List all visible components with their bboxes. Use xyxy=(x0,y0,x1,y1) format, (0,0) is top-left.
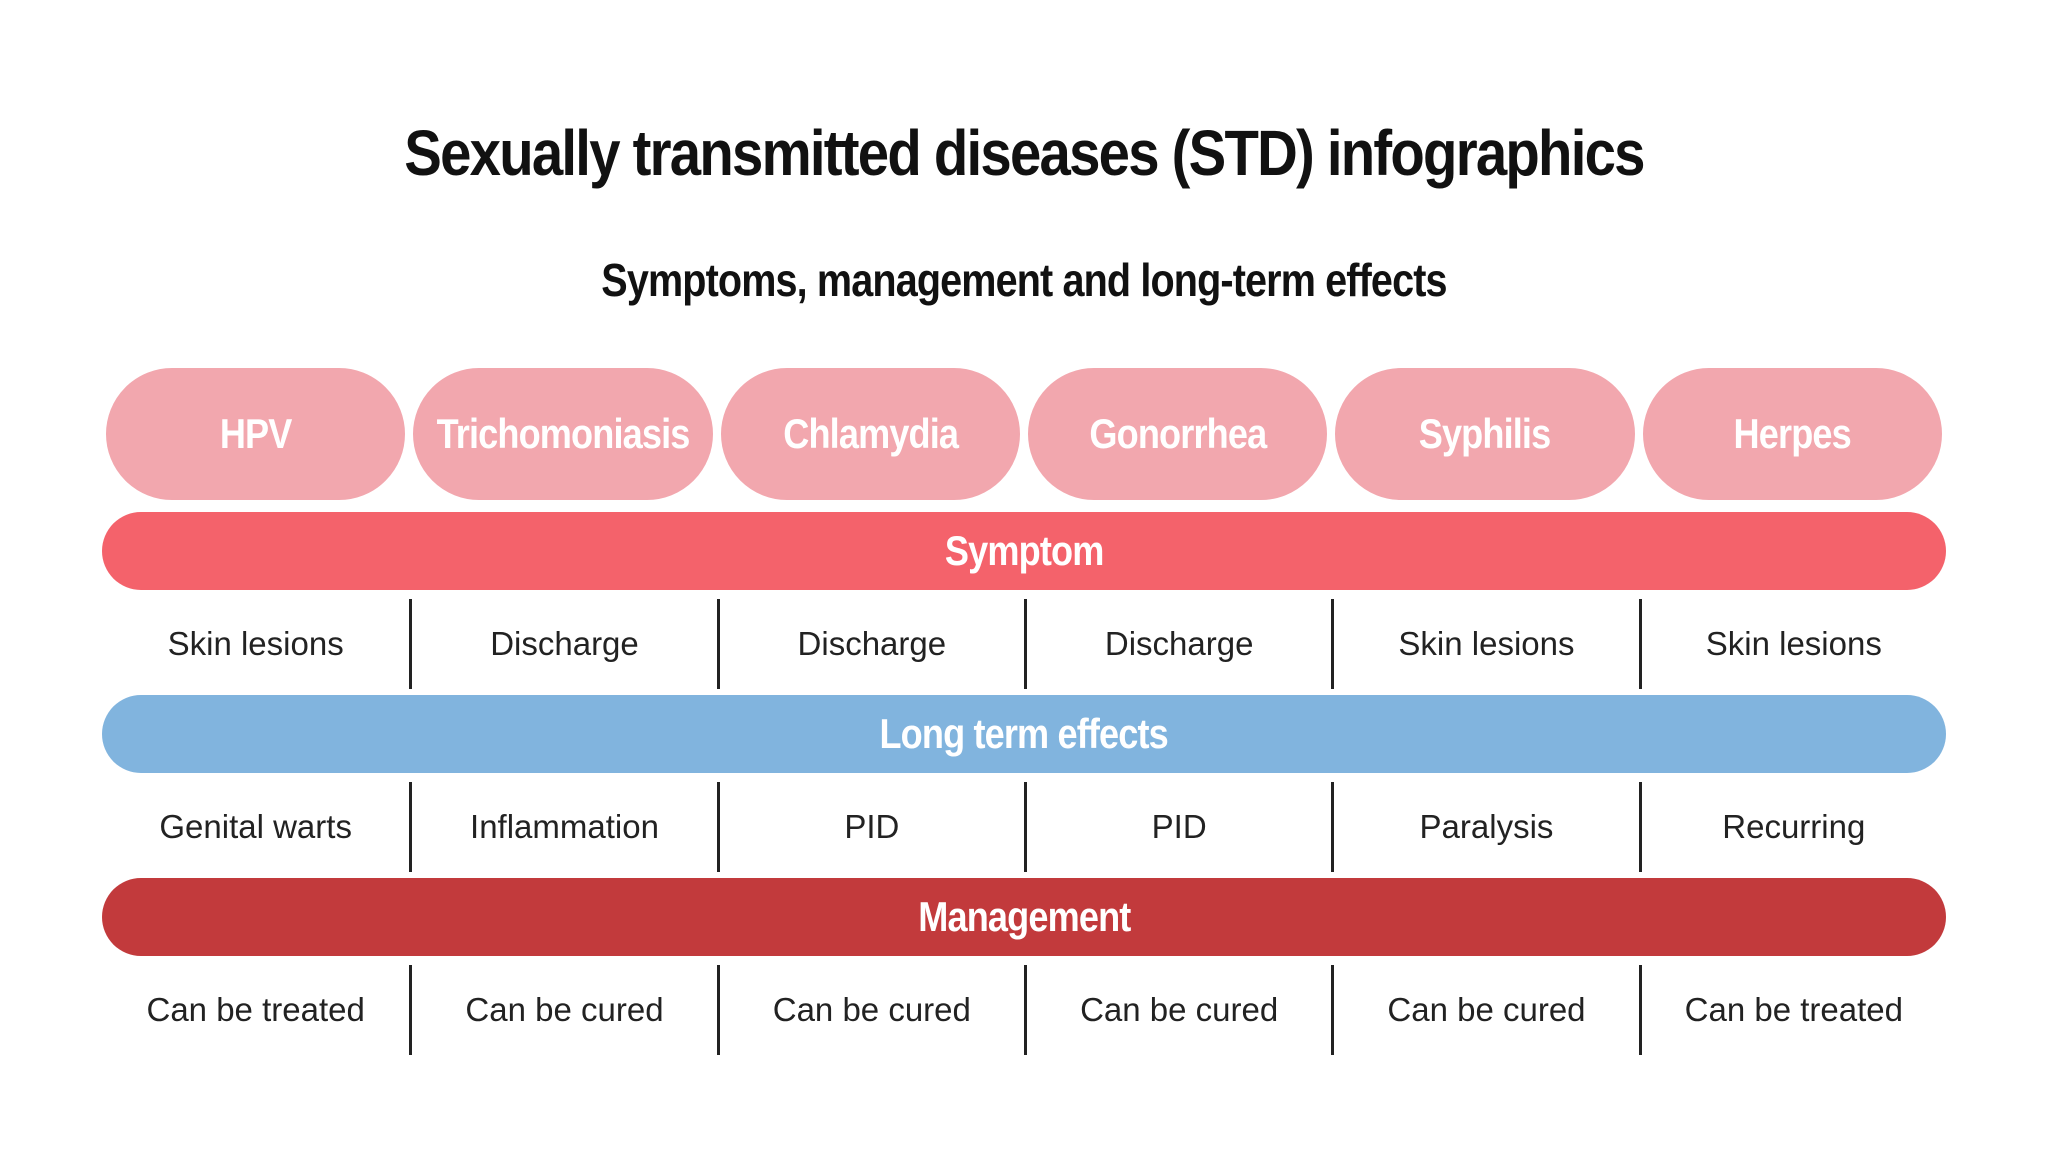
management-cell: Can be cured xyxy=(409,965,716,1055)
symptom-cell: Skin lesions xyxy=(167,625,344,662)
long-term-effects-cell: PID xyxy=(716,782,1024,872)
disease-pill-hpv: HPV xyxy=(102,364,410,504)
management-row: Can be treated Can be cured Can be cured… xyxy=(102,965,1946,1055)
long-term-effects-cell: Recurring xyxy=(1638,782,1946,872)
long-term-effects-cell: Genital warts xyxy=(159,808,352,845)
long-term-effects-cell: Paralysis xyxy=(1331,782,1638,872)
disease-pill-chlamydia: Chlamydia xyxy=(716,364,1024,504)
management-cell: Can be cured xyxy=(1331,965,1638,1055)
page-subtitle: Symptoms, management and long-term effec… xyxy=(601,254,1447,306)
symptom-cell: Discharge xyxy=(1023,599,1331,689)
page-title: Sexually transmitted diseases (STD) info… xyxy=(404,117,1645,189)
management-cell: Can be treated xyxy=(146,991,365,1028)
disease-label: Herpes xyxy=(1733,410,1852,457)
symptom-cell: Discharge xyxy=(409,599,716,689)
disease-label: Syphilis xyxy=(1419,410,1551,457)
disease-pill-syphilis: Syphilis xyxy=(1331,364,1639,504)
symptom-row: Skin lesions Discharge Discharge Dischar… xyxy=(102,599,1946,689)
disease-label: Chlamydia xyxy=(782,410,959,457)
management-cell: Can be treated xyxy=(1638,965,1946,1055)
symptom-band-label: Symptom xyxy=(944,527,1104,574)
disease-pill-trichomoniasis: Trichomoniasis xyxy=(409,364,717,504)
long-term-effects-band: Long term effects xyxy=(102,695,1946,773)
symptom-cell: Skin lesions xyxy=(1638,599,1946,689)
symptom-band: Symptom xyxy=(102,512,1946,590)
long-term-effects-band-label: Long term effects xyxy=(879,710,1169,757)
management-cell: Can be cured xyxy=(1023,965,1331,1055)
disease-label: HPV xyxy=(219,410,293,457)
disease-header-row: HPV Trichomoniasis Chlamydia Gonorrhea S… xyxy=(102,364,1946,504)
symptom-cell: Skin lesions xyxy=(1331,599,1638,689)
long-term-effects-cell: PID xyxy=(1023,782,1331,872)
management-band: Management xyxy=(102,878,1946,956)
management-band-label: Management xyxy=(917,893,1131,940)
disease-pill-herpes: Herpes xyxy=(1638,364,1946,504)
long-term-effects-cell: Inflammation xyxy=(409,782,716,872)
symptom-cell: Discharge xyxy=(716,599,1024,689)
disease-label: Gonorrhea xyxy=(1089,410,1267,457)
long-term-effects-row: Genital warts Inflammation PID PID Paral… xyxy=(102,782,1946,872)
disease-pill-gonorrhea: Gonorrhea xyxy=(1023,364,1332,504)
management-cell: Can be cured xyxy=(716,965,1024,1055)
disease-label: Trichomoniasis xyxy=(436,410,691,457)
